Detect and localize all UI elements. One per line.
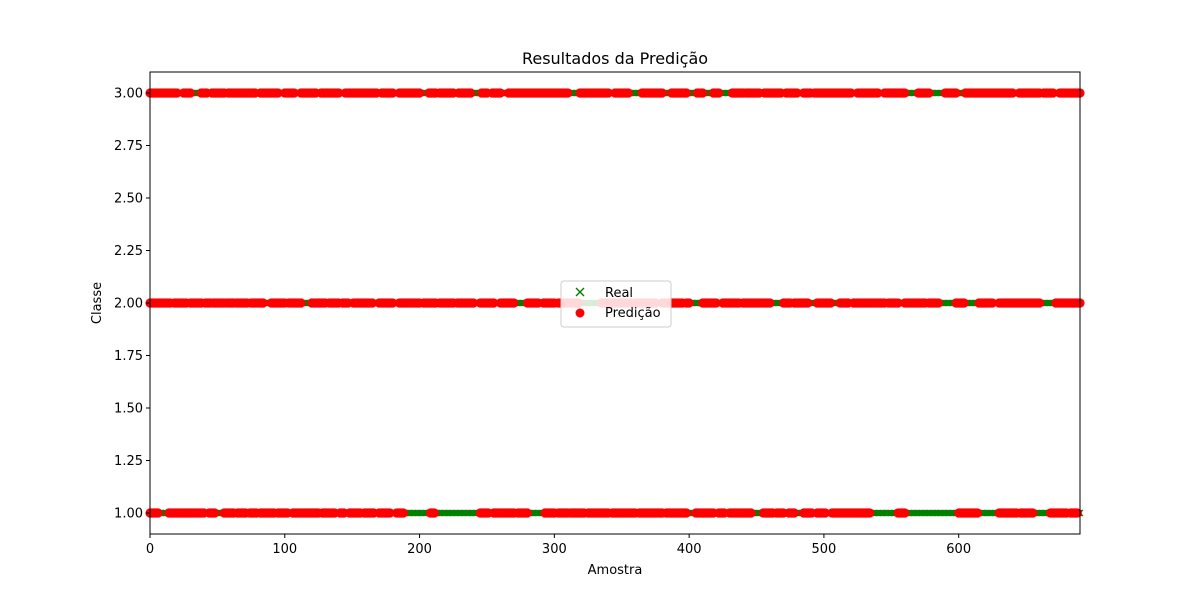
prediction-point [388,298,398,308]
prediction-point [623,88,634,98]
plot-points [145,88,1085,518]
legend-marker-real [575,287,585,297]
prediction-point [398,508,408,518]
prediction-point [657,88,667,98]
y-tick-label: 1.00 [114,507,143,522]
prediction-point [334,88,344,98]
chart-title: Resultados da Predição [522,49,708,68]
prediction-point [900,508,910,518]
prediction-point [289,88,299,98]
y-tick-label: 2.25 [114,244,143,259]
prediction-point [563,88,573,98]
prediction-point [959,298,969,308]
y-tick-label: 1.50 [114,402,143,417]
x-tick-label: 100 [272,542,297,557]
prediction-point [1008,88,1018,98]
prediction-point [509,298,519,308]
prediction-point [714,88,724,98]
prediction-point [924,88,934,98]
prediction-point [466,88,476,98]
prediction-point [495,88,506,98]
prediction-point [1028,508,1038,518]
x-tick-label: 300 [542,542,567,557]
prediction-point [698,88,708,98]
legend-marker-prediction [575,308,585,318]
x-tick-label: 0 [146,542,154,557]
y-axis-label: Classe [90,282,105,324]
x-tick-label: 400 [677,542,702,557]
prediction-point [1048,88,1058,98]
prediction-point [681,88,692,98]
prediction-point [789,508,799,518]
prediction-point [681,508,692,518]
series-prediction [145,88,1085,518]
y-tick-label: 2.00 [114,297,143,312]
prediction-point [153,508,163,518]
prediction-point [1072,508,1082,518]
prediction-point [185,88,196,98]
y-tick-label: 1.75 [114,349,143,364]
prediction-point [429,508,439,518]
prediction-point [273,88,283,98]
prediction-point [826,298,836,308]
legend-box [560,280,672,328]
prediction-point [951,88,961,98]
x-axis-label: Amostra [588,563,643,578]
prediction-point [258,298,268,308]
x-tick-label: 500 [811,542,836,557]
prediction-point [489,298,499,308]
prediction-point [388,88,398,98]
legend: Real Predição [560,280,672,328]
y-axis-ticks: 1.00 1.25 1.50 1.75 2.00 2.25 2.50 2.75 3.00 [114,87,150,522]
prediction-point [414,88,425,98]
prediction-point [385,508,395,518]
prediction-point [746,508,756,518]
legend-label-prediction: Predição [605,306,661,321]
prediction-point [296,298,306,308]
prediction-point [603,88,613,98]
y-tick-label: 1.25 [114,454,143,469]
prediction-point [865,508,875,518]
prediction-point [873,88,883,98]
prediction-point [900,88,910,98]
prediction-point [792,88,802,98]
prediction-point [846,88,856,98]
y-tick-label: 2.50 [114,192,143,207]
x-tick-label: 600 [946,542,971,557]
prediction-point [522,508,532,518]
legend-label-real: Real [605,286,633,301]
prediction-point [765,298,775,308]
prediction-point [933,298,944,308]
x-axis-ticks: 0 100 200 300 400 500 600 [146,534,971,557]
prediction-point [803,298,813,308]
prediction-point [367,298,377,308]
prediction-point [711,298,721,308]
prediction-point [684,298,694,308]
y-tick-label: 3.00 [114,87,143,102]
prediction-point [1034,298,1045,308]
prediction-point [972,508,983,518]
y-tick-label: 2.75 [114,139,143,154]
x-tick-label: 200 [407,542,432,557]
prediction-point [172,88,182,98]
prediction-point [893,298,903,308]
prediction-point [210,508,220,518]
prediction-point [820,508,830,518]
prediction-point [987,298,997,308]
prediction-point [468,298,479,308]
